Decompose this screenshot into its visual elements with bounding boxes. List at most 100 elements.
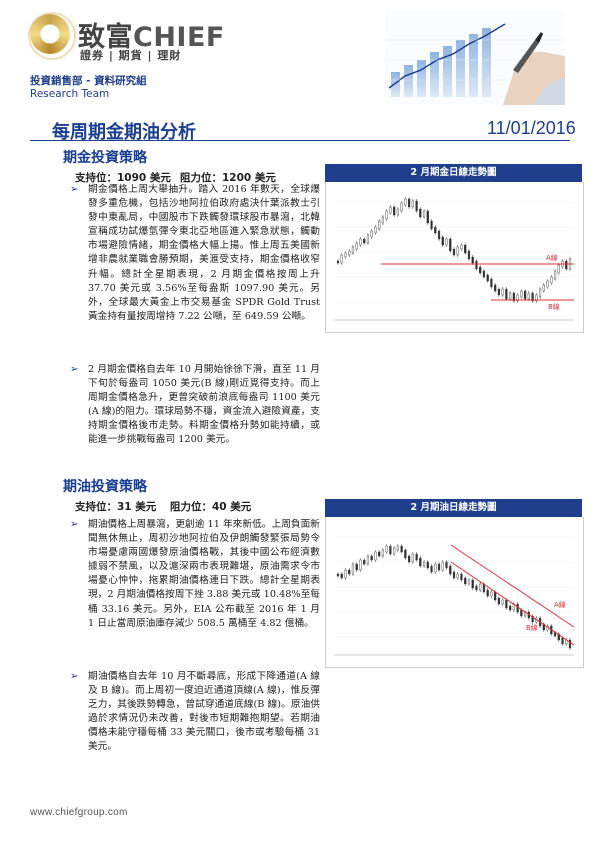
- candle-body: [452, 571, 456, 579]
- gold-paragraph-1: 期金價格上周大舉抽升。踏入 2016 年數天，全球爆發多重危機，包括沙地阿拉伯政…: [88, 184, 320, 322]
- report-title: 每周期金期油分析: [52, 122, 196, 143]
- candle-body: [374, 551, 377, 561]
- candle-body: [445, 238, 448, 246]
- candle-body: [482, 270, 486, 278]
- candle-body: [411, 553, 414, 563]
- candle-body: [441, 561, 444, 571]
- candle-body: [516, 603, 519, 613]
- candle-body: [471, 256, 474, 264]
- candle-body: [340, 573, 343, 579]
- brand-name-en: CHIEF: [133, 22, 225, 53]
- candle-body: [527, 292, 530, 300]
- brand-name-cn: 致富: [78, 22, 133, 53]
- gold-resistance-level: 阻力位：1200 美元: [180, 172, 276, 184]
- candle-body: [509, 292, 512, 300]
- oil-paragraph-1: 期油價格上周暴瀉，更創逾 11 年來新低。上周負面新聞無休無止，周初沙地阿拉伯及…: [88, 519, 320, 629]
- candle-body: [407, 555, 411, 563]
- candle-body: [464, 577, 467, 585]
- candle-body: [557, 633, 560, 641]
- candle-body: [542, 284, 545, 292]
- candle-body: [396, 545, 399, 551]
- candle-body: [366, 555, 370, 565]
- candle-body: [561, 637, 564, 645]
- footer-website: www.chiefgroup.com: [30, 807, 128, 818]
- candle-body: [520, 290, 523, 298]
- candle-body: [497, 597, 501, 605]
- candle-body: [407, 198, 411, 208]
- candle-body: [422, 561, 426, 567]
- candle-body: [351, 563, 355, 575]
- candle-body: [389, 206, 392, 214]
- candle-body: [411, 200, 414, 208]
- candle-body: [359, 559, 362, 571]
- candle-body: [434, 226, 437, 234]
- oil-channel-line-b: [450, 561, 575, 646]
- candle-body: [475, 260, 478, 270]
- arrow-bullet-icon: ➢: [70, 671, 79, 682]
- candle-body: [396, 208, 399, 216]
- candle-body: [336, 260, 340, 264]
- candle-body: [430, 220, 433, 230]
- candle-body: [336, 573, 340, 577]
- header-bar-chart-illustration: [385, 10, 565, 105]
- candle-body: [419, 208, 422, 218]
- oil-resistance-level: 阻力位：40 美元: [170, 501, 252, 513]
- candle-body: [494, 591, 497, 601]
- chief-logo-icon: [28, 12, 76, 60]
- candle-body: [501, 599, 504, 605]
- candle-body: [419, 557, 422, 567]
- oil-section-heading: 期油投資策略: [63, 479, 147, 495]
- oil-support-level: 支持位：31 美元: [75, 501, 157, 513]
- candle-body: [509, 605, 512, 611]
- brand-name: 致富CHIEF: [78, 15, 225, 54]
- candle-body: [535, 294, 538, 302]
- candle-body: [426, 210, 429, 224]
- gold-line-a-label: A線: [546, 253, 558, 262]
- arrow-bullet-icon: ➢: [70, 184, 79, 195]
- candle-body: [415, 200, 418, 212]
- candle-body: [475, 585, 478, 591]
- candle-body: [479, 266, 482, 274]
- candle-body: [460, 573, 463, 581]
- candle-body: [523, 290, 527, 300]
- candle-body: [426, 561, 429, 569]
- candle-body: [494, 284, 497, 292]
- candle-body: [464, 244, 467, 254]
- candle-body: [385, 545, 388, 553]
- candle-body: [516, 294, 519, 302]
- candle-body: [568, 639, 572, 649]
- oil-line-a-label: A線: [554, 600, 566, 609]
- candle-body: [546, 280, 549, 288]
- candle-body: [344, 569, 347, 579]
- candle-body: [393, 547, 396, 555]
- candle-body: [486, 274, 489, 282]
- oil-channel-line-a: [450, 544, 575, 628]
- candle-body: [449, 565, 452, 575]
- candle-body: [340, 254, 343, 264]
- candle-body: [553, 270, 557, 280]
- gold-section-heading: 期金投資策略: [63, 150, 147, 166]
- candle-body: [467, 579, 471, 585]
- team-label: Research Team: [30, 88, 110, 100]
- candle-body: [456, 246, 459, 256]
- candle-body: [460, 244, 463, 250]
- candle-body: [344, 252, 347, 258]
- candle-body: [486, 589, 489, 597]
- candle-body: [565, 260, 568, 270]
- candle-body: [359, 238, 362, 246]
- oil-paragraph-2: 期油價格自去年 10 月不斷尋底，形成下降通道(A 線及 B 線)。而上周初一度…: [88, 671, 320, 753]
- candle-body: [404, 198, 407, 206]
- oil-chart-panel: A線 B線: [325, 517, 584, 668]
- candle-body: [404, 549, 407, 559]
- candle-body: [550, 276, 553, 284]
- candle-body: [370, 555, 373, 561]
- candle-body: [363, 559, 366, 565]
- title-divider: [30, 140, 570, 141]
- candle-body: [471, 579, 474, 589]
- gold-price-candles: [336, 197, 572, 303]
- candle-body: [400, 202, 403, 212]
- candle-body: [351, 246, 355, 254]
- candle-body: [430, 565, 433, 573]
- oil-price-candles: [336, 544, 572, 650]
- candle-body: [393, 206, 396, 216]
